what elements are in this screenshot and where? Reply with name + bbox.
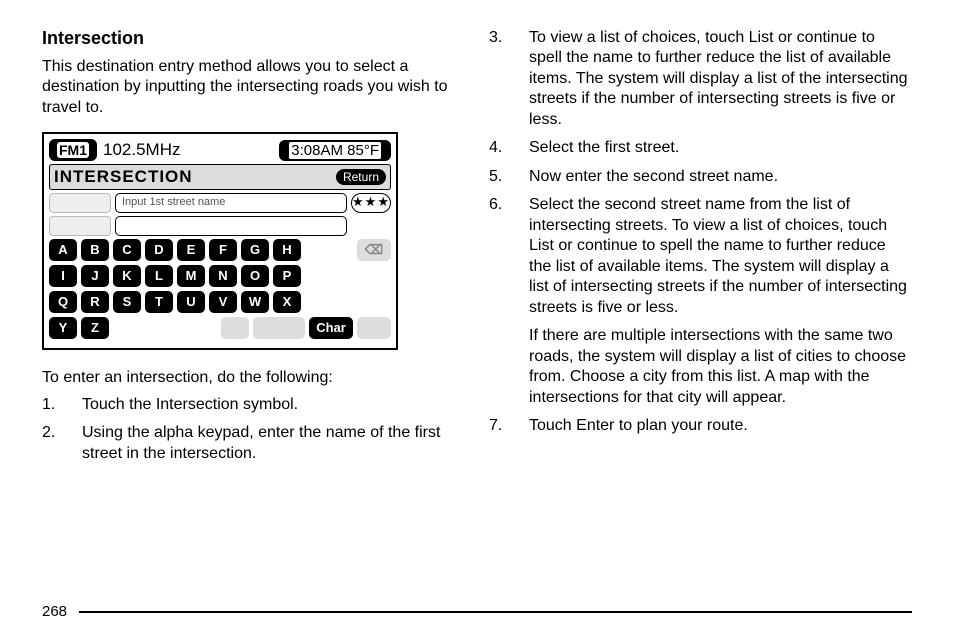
- key-x[interactable]: X: [273, 291, 301, 313]
- key-h[interactable]: H: [273, 239, 301, 261]
- frequency-label: 102.5MHz: [103, 140, 180, 160]
- step-6: 6.Select the second street name from the…: [509, 195, 912, 408]
- first-street-input[interactable]: Input 1st street name: [115, 193, 347, 213]
- key-o[interactable]: O: [241, 265, 269, 287]
- step-2: 2.Using the alpha keypad, enter the name…: [62, 423, 465, 464]
- key-g[interactable]: G: [241, 239, 269, 261]
- ghost-key-1: [221, 317, 249, 339]
- key-k[interactable]: K: [113, 265, 141, 287]
- char-key[interactable]: Char: [309, 317, 353, 339]
- page-number: 268: [42, 603, 67, 620]
- lead-in-text: To enter an intersection, do the followi…: [42, 368, 465, 388]
- list-key[interactable]: [357, 317, 391, 339]
- screen-title: INTERSECTION: [54, 167, 193, 187]
- step-3: 3.To view a list of choices, touch List …: [509, 28, 912, 130]
- intro-paragraph: This destination entry method allows you…: [42, 57, 465, 118]
- key-b[interactable]: B: [81, 239, 109, 261]
- key-v[interactable]: V: [209, 291, 237, 313]
- key-m[interactable]: M: [177, 265, 205, 287]
- key-r[interactable]: R: [81, 291, 109, 313]
- backspace-key[interactable]: ⌫: [357, 239, 391, 261]
- key-s[interactable]: S: [113, 291, 141, 313]
- key-w[interactable]: W: [241, 291, 269, 313]
- step-4: 4.Select the first street.: [509, 138, 912, 158]
- time-temp-badge: 3:08AM 85°F: [279, 140, 391, 161]
- key-q[interactable]: Q: [49, 291, 77, 313]
- key-y[interactable]: Y: [49, 317, 77, 339]
- footer-rule: [79, 611, 912, 613]
- step-6-extra: If there are multiple intersections with…: [529, 326, 912, 408]
- second-street-label: [49, 216, 111, 236]
- first-street-label: [49, 193, 111, 213]
- ghost-key-2: [253, 317, 305, 339]
- step-5: 5.Now enter the second street name.: [509, 167, 912, 187]
- key-n[interactable]: N: [209, 265, 237, 287]
- steps-left: 1.Touch the Intersection symbol. 2.Using…: [42, 395, 465, 464]
- key-t[interactable]: T: [145, 291, 173, 313]
- step-1: 1.Touch the Intersection symbol.: [62, 395, 465, 415]
- key-l[interactable]: L: [145, 265, 173, 287]
- second-street-input[interactable]: [115, 216, 347, 236]
- key-p[interactable]: P: [273, 265, 301, 287]
- key-a[interactable]: A: [49, 239, 77, 261]
- key-j[interactable]: J: [81, 265, 109, 287]
- key-f[interactable]: F: [209, 239, 237, 261]
- key-i[interactable]: I: [49, 265, 77, 287]
- section-heading: Intersection: [42, 28, 465, 49]
- fm-badge[interactable]: FM1: [49, 139, 97, 161]
- return-button[interactable]: Return: [336, 169, 386, 185]
- alpha-keypad: A B C D E F G H ⌫ I J K L M N O: [49, 239, 391, 339]
- steps-right: 3.To view a list of choices, touch List …: [489, 28, 912, 436]
- key-d[interactable]: D: [145, 239, 173, 261]
- stars-button[interactable]: ★★★: [351, 193, 391, 213]
- key-e[interactable]: E: [177, 239, 205, 261]
- key-u[interactable]: U: [177, 291, 205, 313]
- key-z[interactable]: Z: [81, 317, 109, 339]
- step-7: 7.Touch Enter to plan your route.: [509, 416, 912, 436]
- key-c[interactable]: C: [113, 239, 141, 261]
- device-screenshot: FM1 102.5MHz 3:08AM 85°F INTERSECTION Re…: [42, 132, 398, 350]
